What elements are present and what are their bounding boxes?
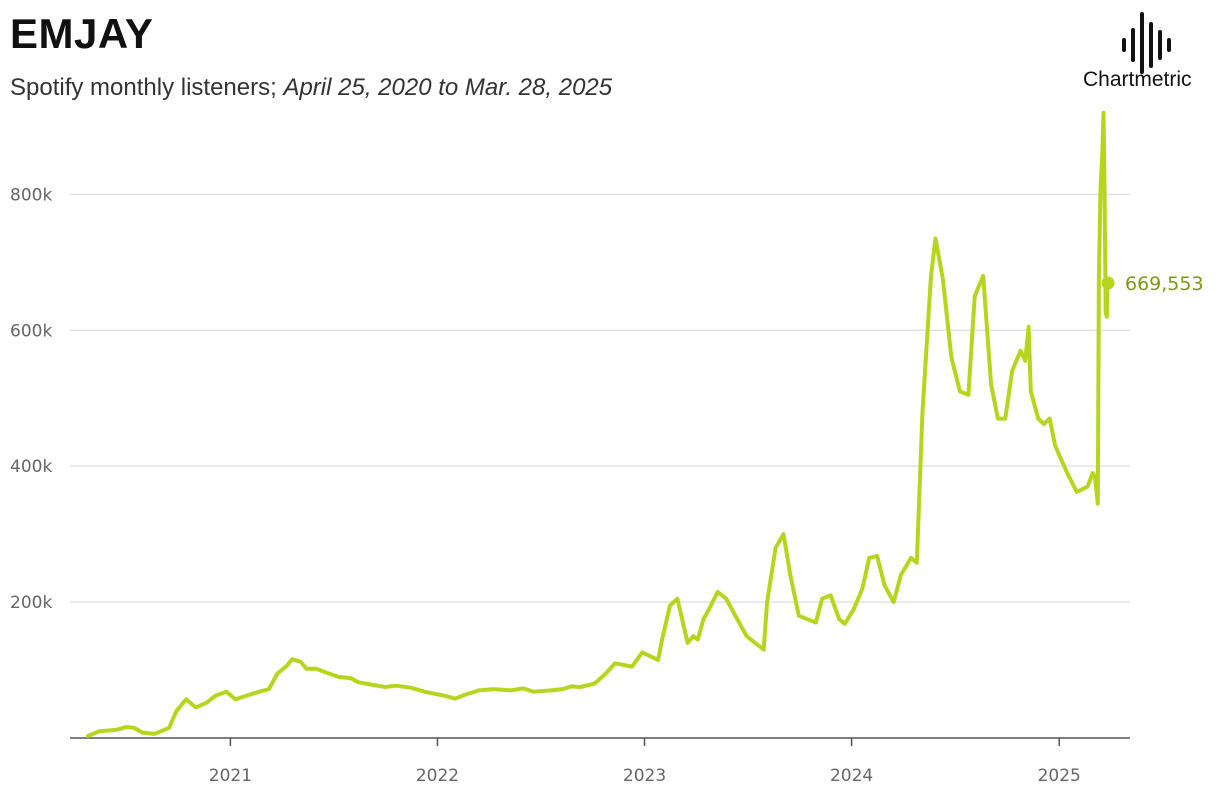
y-axis-labels: 200k 400k 600k 800k xyxy=(10,185,52,613)
y-tick-label: 800k xyxy=(10,185,52,205)
gridlines xyxy=(70,193,1130,603)
x-tick-label: 2025 xyxy=(1038,766,1081,786)
subtitle-metric: Spotify monthly listeners; xyxy=(10,74,277,101)
soundwave-icon xyxy=(1122,12,1171,74)
x-tick-label: 2023 xyxy=(623,766,666,786)
y-tick-label: 200k xyxy=(10,593,52,613)
series-line xyxy=(86,110,1110,738)
end-point-marker xyxy=(1101,276,1115,290)
end-value-label: 669,553 xyxy=(1125,273,1204,295)
x-tick-label: 2021 xyxy=(209,766,252,786)
subtitle-date-range: April 25, 2020 to Mar. 28, 2025 xyxy=(283,74,613,101)
x-axis: 2021 2022 2023 2024 2025 xyxy=(70,737,1130,786)
series: 669,553 xyxy=(86,110,1204,738)
chart-title: EMJAY xyxy=(10,10,154,57)
x-tick-label: 2024 xyxy=(830,766,873,786)
chartmetric-logo-text: Chartmetric xyxy=(1083,68,1192,91)
x-tick-label: 2022 xyxy=(416,766,459,786)
chart-subtitle: Spotify monthly listeners; April 25, 202… xyxy=(10,74,612,102)
y-tick-label: 600k xyxy=(10,321,52,341)
y-tick-label: 400k xyxy=(10,457,52,477)
